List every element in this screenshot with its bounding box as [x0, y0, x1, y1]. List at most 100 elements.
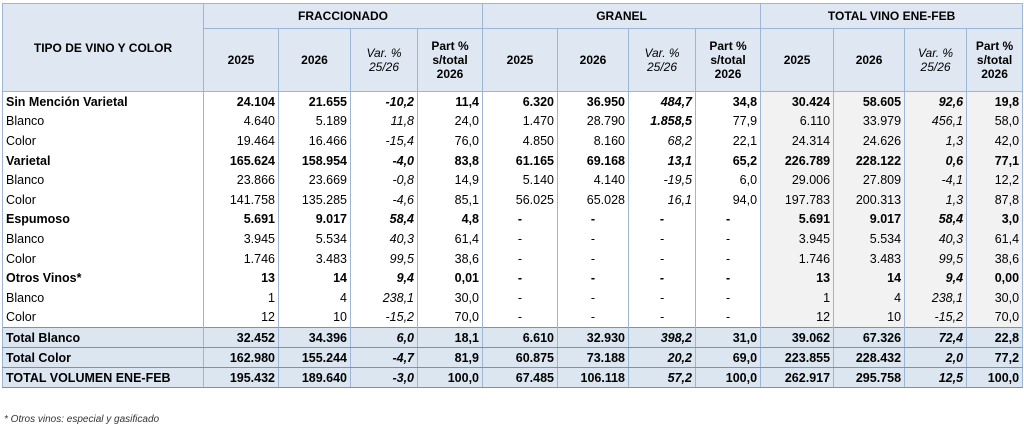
cell: -19,5	[628, 170, 696, 190]
cell: -	[628, 248, 696, 269]
column-header: 2025	[482, 28, 558, 92]
cell: 70,0	[966, 307, 1024, 328]
cell: 12,5	[904, 367, 968, 389]
cell: 1.470	[482, 111, 558, 132]
table-row: Espumoso 5.691 9.017 58,4 4,8- - - -5.691 9.017 5…	[2, 209, 1024, 230]
cell: 5.691	[203, 209, 279, 230]
cell: -3,0	[350, 367, 418, 389]
cell: 69.168	[557, 150, 629, 171]
cell: 1.746	[203, 248, 279, 269]
cell: 0,00	[966, 268, 1024, 288]
cell: 14,9	[417, 170, 483, 190]
group-header: FRACCIONADO	[203, 3, 483, 29]
cell: 5.691	[760, 209, 835, 230]
cell: 13	[203, 268, 279, 288]
cell: 1,3	[904, 189, 968, 210]
cell: -	[628, 209, 696, 230]
row-label: Total Color	[2, 347, 204, 369]
row-label: TOTAL VOLUMEN ENE-FEB	[2, 367, 204, 389]
cell: -	[557, 248, 629, 269]
cell: 99,5	[350, 248, 418, 269]
column-header: Part % s/total 2026	[966, 28, 1024, 92]
cell: 34.396	[278, 327, 351, 349]
column-header: Part % s/total 2026	[417, 28, 483, 92]
cell: 14	[833, 268, 906, 288]
cell: 67.485	[482, 367, 558, 389]
cell: 4.140	[557, 170, 629, 190]
cell: 42,0	[966, 131, 1024, 151]
cell: 4	[278, 287, 351, 308]
column-header: 2026	[278, 28, 351, 92]
cell: 77,1	[966, 150, 1024, 171]
cell: 29.006	[760, 170, 835, 190]
cell: 23.669	[278, 170, 351, 190]
cell: 1	[760, 287, 835, 308]
table-row: Blanco 3.945 5.534 40,3 61,4- - - -3.945 5.534 40…	[2, 229, 1024, 249]
cell: 6.110	[760, 111, 835, 132]
cell: 1,3	[904, 131, 968, 151]
column-header: 2026	[833, 28, 906, 92]
table-row: Varietal 165.624 158.954 -4,0 83,8 61.165 69.1…	[2, 150, 1024, 171]
cell: -4,7	[350, 347, 418, 369]
cell: -	[482, 287, 558, 308]
cell: -4,6	[350, 189, 418, 210]
cell: 32.930	[557, 327, 629, 349]
column-header: Part % s/total 2026	[694, 28, 762, 92]
column-header: 2025	[203, 28, 279, 92]
row-label: Color	[2, 131, 204, 151]
cell: 16.466	[278, 131, 351, 151]
cell: 100,0	[417, 367, 483, 389]
table-row: TOTAL VOLUMEN ENE-FEB 195.432 189.640 -3,0 1…	[2, 367, 1024, 389]
cell: 85,1	[417, 189, 483, 210]
cell: 135.285	[278, 189, 351, 210]
cell: -	[694, 287, 762, 308]
cell: 484,7	[628, 91, 696, 112]
cell: -	[628, 229, 696, 249]
cell: 70,0	[417, 307, 483, 328]
group-header: GRANEL	[481, 3, 762, 29]
cell: 238,1	[904, 287, 968, 308]
cell: 9,4	[350, 268, 418, 288]
column-header: Var. % 25/26	[904, 28, 968, 92]
cell: 12,2	[966, 170, 1024, 190]
cell: -	[694, 248, 762, 269]
row-label: Blanco	[2, 229, 204, 249]
column-header: 2025	[760, 28, 835, 92]
cell: 3,0	[966, 209, 1024, 230]
column-row: 2025 2026 Var. % 25/26 Part % s/total 2026 2…	[3, 28, 1024, 92]
table-row: Total Blanco 32.452 34.396 6,0 18,1 6.610 32.9…	[2, 327, 1024, 349]
cell: 33.979	[833, 111, 906, 132]
cell: 6.610	[482, 327, 558, 349]
cell: 6,0	[350, 327, 418, 349]
cell: 61,4	[966, 229, 1024, 249]
cell: -	[557, 307, 629, 328]
cell: 19,8	[966, 91, 1024, 112]
cell: 21.655	[278, 91, 351, 112]
group-row: TIPO DE VINO Y COLOR FRACCIONADO GRANEL TOT…	[2, 3, 1024, 92]
cell: 61,4	[417, 229, 483, 249]
cell: 19.464	[203, 131, 279, 151]
cell: -15,4	[350, 131, 418, 151]
cell: 5.189	[278, 111, 351, 132]
cell: 3.945	[203, 229, 279, 249]
cell: 9,4	[904, 268, 968, 288]
cell: -10,2	[350, 91, 418, 112]
cell: -4,1	[904, 170, 968, 190]
cell: 77,2	[966, 347, 1024, 369]
cell: -	[482, 248, 558, 269]
cell: 36.950	[557, 91, 629, 112]
cell: 4,8	[417, 209, 483, 230]
cell: 4	[833, 287, 906, 308]
cell: 73.188	[557, 347, 629, 369]
wine-table: TIPO DE VINO Y COLOR FRACCIONADO GRANEL TOT…	[2, 3, 1024, 389]
cell: 195.432	[203, 367, 279, 389]
cell: 38,6	[966, 248, 1024, 269]
cell: 67.326	[833, 327, 906, 349]
column-header: Var. % 25/26	[350, 28, 418, 92]
cell: 158.954	[278, 150, 351, 171]
cell: 238,1	[350, 287, 418, 308]
row-label: Otros Vinos*	[2, 268, 204, 288]
cell: 223.855	[760, 347, 835, 369]
cell: 9.017	[833, 209, 906, 230]
cell: 56.025	[482, 189, 558, 210]
